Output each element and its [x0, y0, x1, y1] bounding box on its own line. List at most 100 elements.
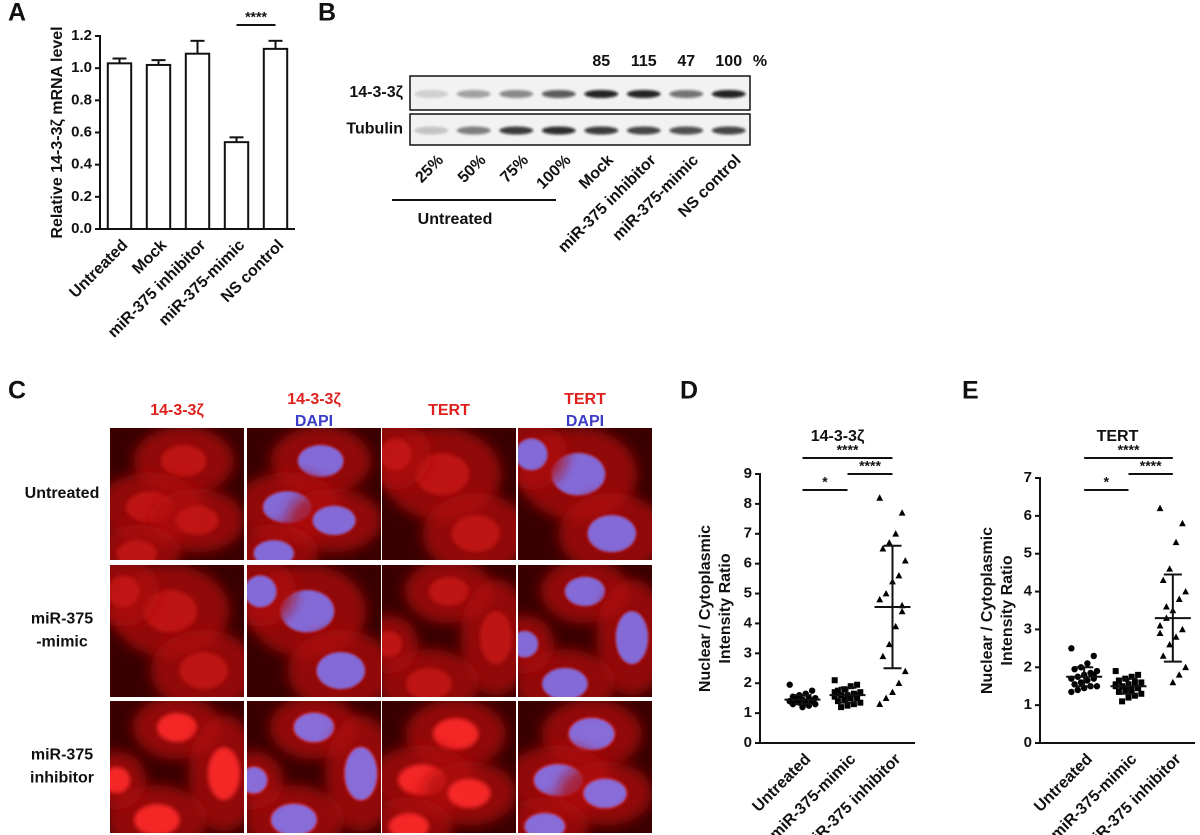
- panel-label: E: [962, 377, 979, 405]
- bar: [145, 63, 172, 230]
- y-tick-label: 0.6: [71, 123, 92, 140]
- blot-band: [669, 90, 704, 98]
- y-tick-label: 2: [744, 674, 752, 691]
- blot-percent: 47: [677, 53, 695, 70]
- nuclear-signal: [451, 515, 500, 553]
- blot-band: [626, 126, 661, 135]
- significance-label: ****: [1140, 458, 1162, 474]
- data-point: [901, 557, 909, 564]
- data-point: [1175, 595, 1183, 602]
- significance-label: *: [822, 474, 828, 490]
- data-point: [892, 622, 900, 630]
- blot-band: [711, 126, 746, 135]
- y-tick-label: 2: [1024, 658, 1032, 675]
- data-point: [786, 681, 793, 688]
- y-axis-label: Intensity Ratio: [717, 553, 734, 663]
- y-tick-label: 6: [1024, 507, 1032, 524]
- dapi-nucleus: [615, 611, 648, 664]
- data-point: [1182, 663, 1190, 671]
- blot-band: [414, 126, 449, 135]
- image-column-label: 14-3-3ζ: [287, 391, 341, 408]
- y-tick-label: 1: [1024, 696, 1032, 713]
- y-axis-label: Intensity Ratio: [999, 555, 1016, 665]
- nuclear-signal: [382, 438, 412, 471]
- image-column-label: 14-3-3ζ: [150, 402, 204, 419]
- nuclear-signal: [432, 718, 479, 750]
- chart-title: TERT: [1097, 428, 1139, 445]
- micrograph-content: [518, 565, 652, 697]
- micrograph: [518, 428, 652, 560]
- panel-label: A: [8, 0, 26, 27]
- data-point: [1074, 686, 1081, 694]
- blot-band: [499, 126, 534, 135]
- y-tick-label: 3: [1024, 620, 1032, 637]
- dapi-nucleus: [253, 540, 294, 560]
- significance-label: ****: [859, 458, 881, 474]
- data-point: [1084, 660, 1091, 667]
- data-point: [1172, 633, 1180, 640]
- data-point: [879, 652, 887, 660]
- data-point: [898, 607, 906, 615]
- data-point: [879, 545, 887, 552]
- y-axis-label: Relative 14-3-3ζ mRNA level: [49, 26, 66, 238]
- data-point: [1119, 698, 1126, 705]
- data-point: [1156, 622, 1164, 629]
- data-point: [1112, 668, 1119, 675]
- y-tick-label: 4: [744, 614, 753, 631]
- significance-label: ****: [837, 442, 859, 458]
- y-tick-label: 4: [1024, 583, 1033, 600]
- data-point: [1163, 603, 1170, 610]
- data-point: [882, 694, 890, 701]
- data-point: [1084, 677, 1091, 684]
- bar: [223, 141, 250, 230]
- y-tick-label: 0.4: [71, 156, 93, 173]
- nuclear-signal: [175, 505, 219, 535]
- data-point: [847, 695, 854, 702]
- data-point: [885, 539, 893, 546]
- data-point: [1182, 587, 1190, 595]
- image-row-label: Untreated: [25, 485, 100, 502]
- blot-percent: 85: [592, 53, 610, 70]
- micrograph: [382, 701, 516, 833]
- image-column-label: DAPI: [295, 413, 333, 430]
- micrograph-content: [110, 428, 244, 560]
- micrograph: [247, 565, 381, 697]
- dapi-nucleus: [316, 652, 365, 690]
- image-row-label: miR-375: [31, 747, 93, 764]
- data-point: [831, 689, 838, 696]
- data-point: [1172, 538, 1180, 546]
- data-point: [889, 688, 896, 695]
- micrograph-content: [518, 701, 652, 833]
- dapi-nucleus: [518, 438, 548, 471]
- y-tick-label: 5: [744, 585, 752, 602]
- bar: [262, 47, 289, 230]
- blot-lane-label: 50%: [455, 152, 490, 187]
- micrograph-content: [518, 428, 652, 560]
- nuclear-signal: [428, 576, 470, 606]
- micrograph-content: [110, 701, 244, 833]
- blot-lane-label: 75%: [497, 152, 532, 187]
- blot-band: [541, 126, 576, 135]
- data-point: [1135, 671, 1142, 678]
- data-point: [1128, 673, 1135, 680]
- data-point: [1115, 677, 1122, 684]
- micrograph-content: [247, 701, 381, 833]
- blot-band: [414, 90, 449, 98]
- y-tick-label: 7: [744, 525, 752, 542]
- dapi-nucleus: [542, 667, 588, 697]
- blot-lane-label: Mock: [576, 152, 617, 193]
- image-column-label: DAPI: [566, 413, 604, 430]
- data-point: [882, 589, 890, 597]
- data-point: [808, 687, 816, 694]
- data-point: [1093, 683, 1101, 690]
- data-point: [1077, 679, 1085, 686]
- micrograph-content: [247, 565, 381, 697]
- data-point: [834, 687, 841, 694]
- data-point: [876, 494, 884, 501]
- micrograph: [518, 701, 652, 833]
- nuclear-signal: [116, 540, 157, 560]
- dapi-nucleus: [583, 778, 627, 808]
- data-point: [1068, 645, 1075, 652]
- data-point: [892, 530, 900, 537]
- data-point: [1166, 640, 1174, 648]
